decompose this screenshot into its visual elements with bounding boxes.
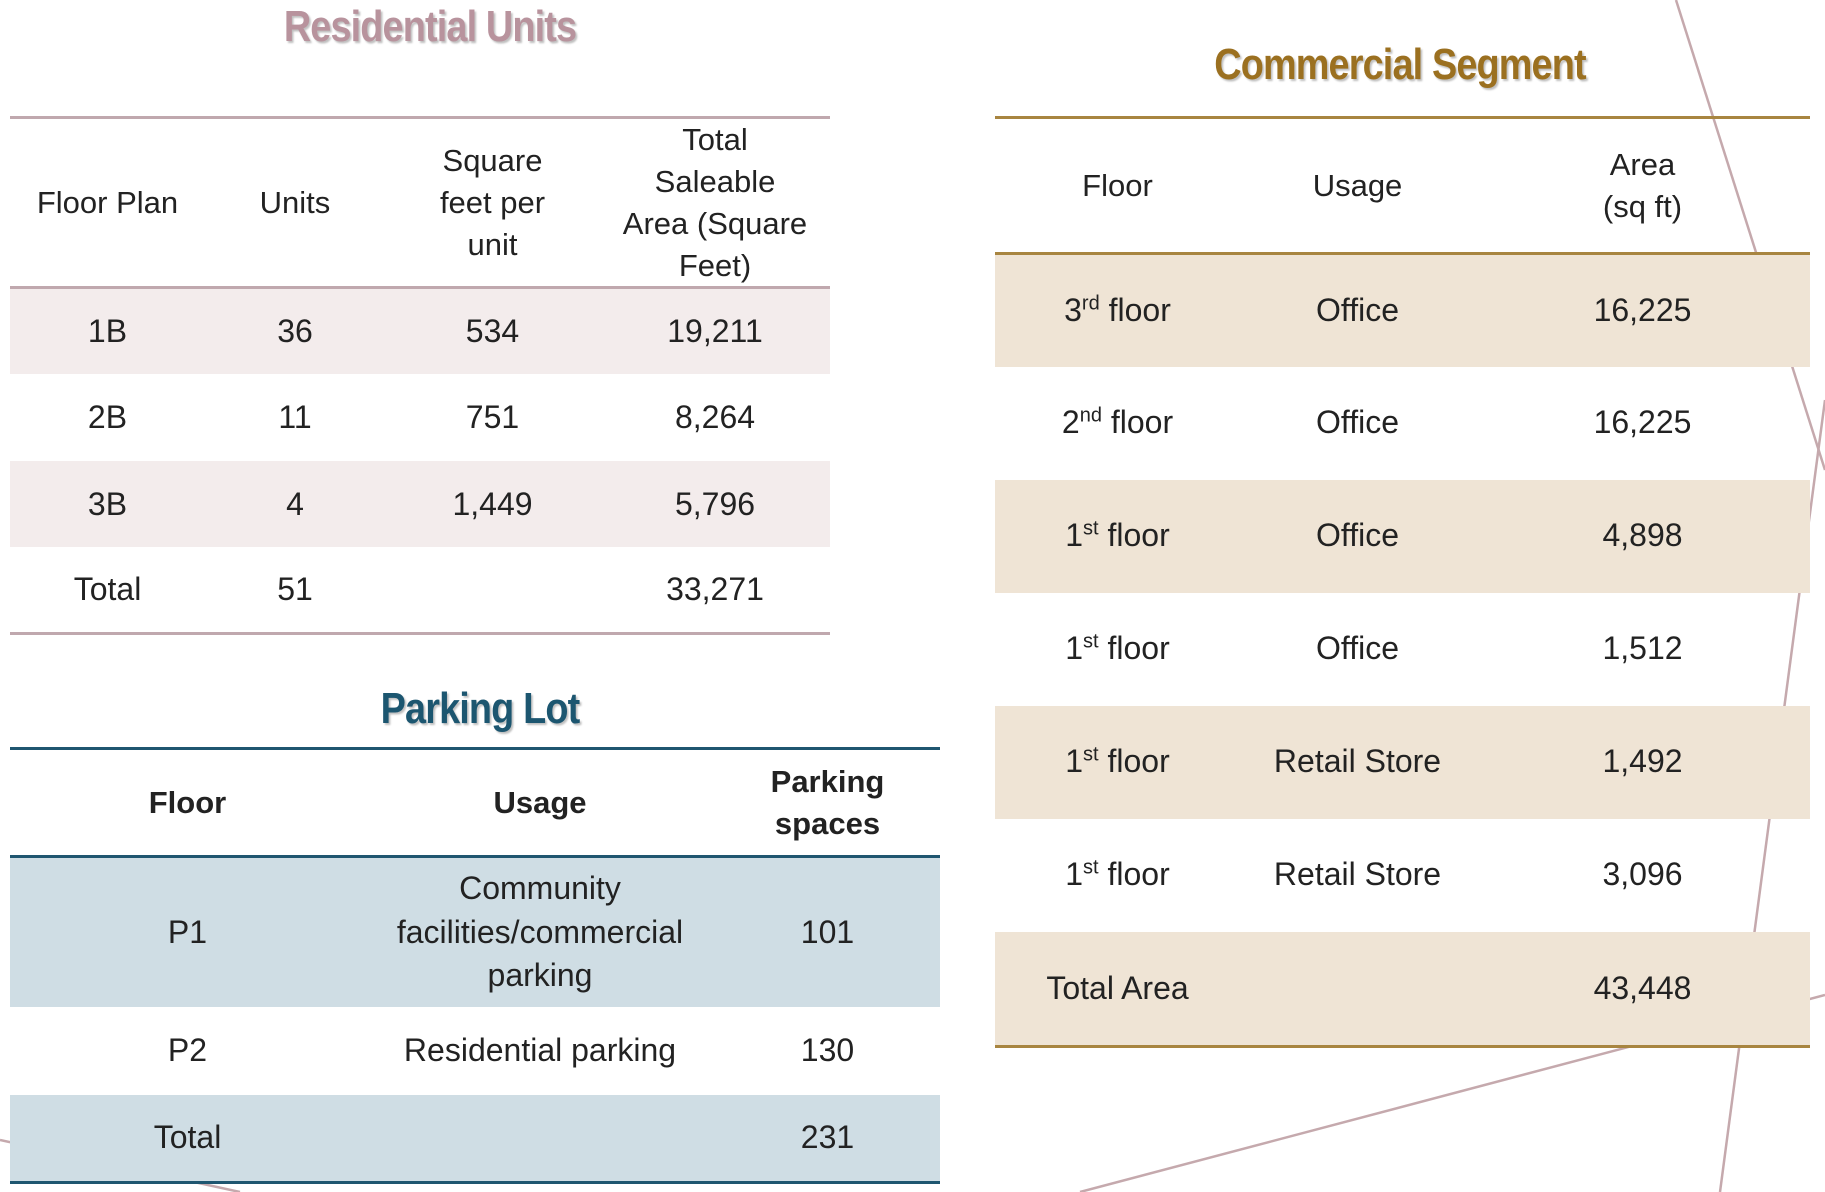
table-cell: 2B — [87, 399, 128, 436]
table-cell — [365, 1095, 715, 1183]
table-cell: 1st floor — [1065, 517, 1170, 554]
table-row: P1 Community facilities/commercial parki… — [10, 856, 940, 1007]
table-cell: Office — [1316, 517, 1399, 554]
table-cell: 1st floor — [1065, 743, 1170, 780]
table-cell: 16,225 — [1593, 292, 1692, 329]
parking-lot-table: Floor Usage Parking spaces P1 Community … — [10, 747, 940, 1184]
table-cell: 16,225 — [1593, 404, 1692, 441]
residential-units-table: Floor Plan Units Square feet per unit To… — [10, 116, 830, 636]
table-cell: 1st floor — [1065, 856, 1170, 893]
table-cell: 3,096 — [1602, 856, 1683, 893]
table-cell: 231 — [800, 1119, 855, 1156]
table-row: 1st floor Office 4,898 — [995, 479, 1810, 593]
table-row: 1st floor Retail Store 1,492 — [995, 705, 1810, 819]
table-cell: Office — [1316, 292, 1399, 329]
column-header: Area (sq ft) — [1475, 117, 1810, 255]
table-cell: P2 — [167, 1031, 208, 1068]
residential-units-title: Residential Units — [283, 2, 577, 51]
table-row: 2nd floor Office 16,225 — [995, 367, 1810, 480]
table-cell: 3B — [87, 485, 128, 522]
table-cell: Residential parking — [403, 1031, 677, 1068]
table-cell: 534 — [465, 313, 520, 350]
table-cell: 36 — [277, 313, 313, 350]
table-row: 3rd floor Office 16,225 — [995, 253, 1810, 367]
table-cell: 4 — [286, 485, 304, 522]
column-header: Units — [205, 117, 385, 290]
table-cell: 19,211 — [667, 313, 763, 350]
parking-lot-title: Parking Lot — [380, 684, 581, 733]
table-cell: Office — [1316, 404, 1399, 441]
table-cell: Retail Store — [1273, 856, 1442, 893]
column-header: Usage — [365, 748, 715, 858]
table-cell: Community facilities/commercial parking — [396, 870, 684, 993]
table-cell: Retail Store — [1273, 743, 1442, 780]
table-row: 1B 36 534 19,211 — [10, 287, 830, 375]
table-total-row: Total Area 43,448 — [995, 931, 1810, 1047]
table-cell: 5,796 — [674, 485, 756, 522]
table-header-row: Floor Usage Parking spaces — [10, 748, 940, 858]
commercial-segment-title: Commercial Segment — [1214, 40, 1586, 89]
table-cell: Total — [73, 571, 142, 608]
table-cell: P1 — [167, 913, 208, 950]
table-row: P2 Residential parking 130 — [10, 1007, 940, 1095]
table-header-row: Floor Plan Units Square feet per unit To… — [10, 117, 830, 290]
table-cell: 11 — [278, 399, 312, 436]
table-cell: 1st floor — [1065, 630, 1170, 667]
column-header: Floor Plan — [10, 117, 205, 290]
table-total-row: Total 51 33,271 — [10, 547, 830, 634]
table-cell: 3rd floor — [1064, 292, 1171, 329]
table-cell: Total — [153, 1119, 222, 1156]
table-row: 3B 4 1,449 5,796 — [10, 460, 830, 548]
table-cell: 4,898 — [1602, 517, 1683, 554]
table-row: 1st floor Retail Store 3,096 — [995, 819, 1810, 932]
table-total-row: Total 231 — [10, 1094, 940, 1183]
commercial-segment-table: Floor Usage Area (sq ft) 3rd floor Offic… — [995, 116, 1810, 1048]
table-cell: 43,448 — [1593, 969, 1692, 1006]
column-header: Total Saleable Area (Square Feet) — [600, 117, 830, 290]
table-cell — [1240, 932, 1475, 1047]
table-cell: 51 — [277, 571, 313, 608]
table-cell: 1B — [87, 313, 128, 350]
column-header: Usage — [1240, 117, 1475, 255]
table-cell — [385, 547, 600, 634]
table-cell: 1,449 — [452, 485, 533, 522]
table-header-row: Floor Usage Area (sq ft) — [995, 117, 1810, 255]
table-row: 1st floor Office 1,512 — [995, 593, 1810, 706]
table-cell: 101 — [800, 913, 855, 950]
column-header: Square feet per unit — [385, 117, 600, 290]
table-cell: 2nd floor — [1061, 404, 1174, 441]
table-cell: 130 — [800, 1031, 855, 1068]
table-cell: 1,512 — [1602, 630, 1683, 667]
table-cell: Total Area — [1046, 969, 1189, 1006]
table-cell: 751 — [465, 399, 520, 436]
column-header: Floor — [995, 117, 1240, 255]
table-cell: 8,264 — [674, 399, 756, 436]
table-cell: 33,271 — [666, 571, 764, 608]
column-header: Parking spaces — [715, 748, 940, 858]
table-row: 2B 11 751 8,264 — [10, 374, 830, 461]
column-header: Floor — [10, 748, 365, 858]
table-cell: Office — [1316, 630, 1399, 667]
table-cell: 1,492 — [1602, 743, 1683, 780]
